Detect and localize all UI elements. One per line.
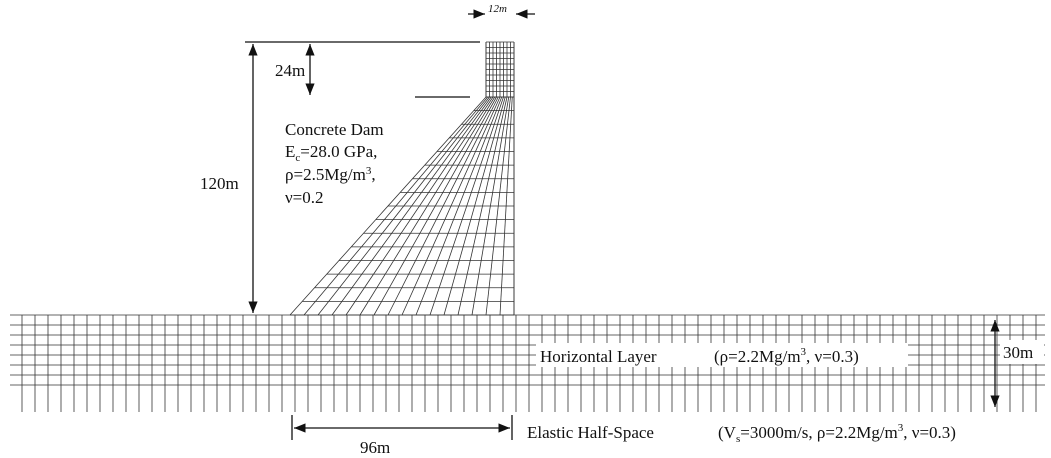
mesh-line — [485, 96, 511, 316]
mesh-line — [345, 96, 494, 316]
mesh-line — [429, 96, 504, 316]
mesh-line — [415, 96, 503, 316]
poisson: ν=0.2 — [285, 188, 324, 207]
layer-label: Horizontal Layer — [540, 347, 657, 366]
dam-height: 120m — [200, 174, 239, 193]
dimensions — [245, 9, 1000, 440]
halfspace-props: (Vs=3000m/s, ρ=2.2Mg/m3, ν=0.3) — [718, 422, 956, 445]
mesh-line — [457, 96, 508, 316]
crest-width: 12m — [488, 3, 507, 15]
base-width: 96m — [360, 438, 390, 457]
crest-height: 24m — [275, 61, 305, 80]
density: ρ=2.5Mg/m3, — [285, 165, 376, 184]
mesh-line — [317, 96, 490, 316]
mesh-line — [289, 96, 487, 316]
mesh-line — [373, 96, 497, 316]
mesh-line — [359, 96, 496, 316]
mesh — [10, 41, 1045, 412]
mesh-line — [387, 96, 499, 316]
layer-thickness: 30m — [1003, 343, 1033, 362]
mesh-line — [471, 96, 510, 316]
modulus: Ec=28.0 GPa, — [285, 142, 377, 164]
dam-label: Concrete Dam — [285, 120, 384, 139]
mesh-line — [401, 96, 501, 316]
layer-props: (ρ=2.2Mg/m3, ν=0.3) — [714, 346, 859, 366]
mesh-line — [499, 96, 513, 316]
halfspace-label: Elastic Half-Space — [527, 423, 654, 442]
mesh-line — [331, 96, 492, 316]
mesh-line — [443, 96, 506, 316]
mesh-line — [303, 96, 489, 316]
